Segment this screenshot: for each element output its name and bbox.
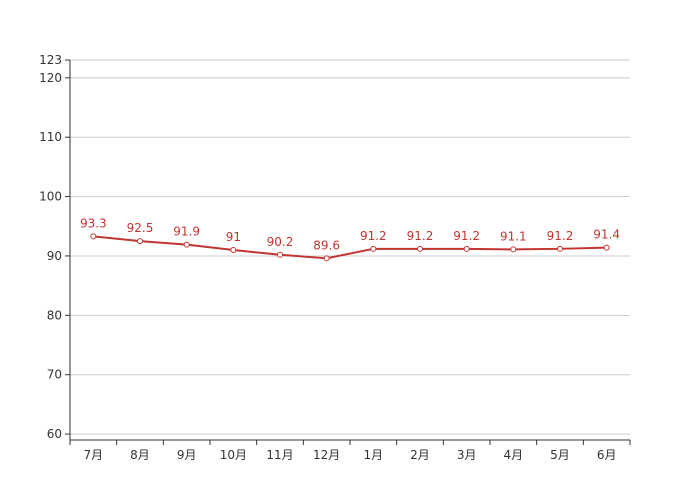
gridlines	[70, 59, 630, 435]
data-label: 91	[226, 230, 241, 244]
y-tick-label: 80	[47, 308, 62, 322]
data-label: 91.1	[500, 229, 527, 243]
data-point	[230, 247, 237, 253]
data-labels: 93.3 92.5 91.9 91 90.2 89.6 91.2 91.2 91.2 91.1 91…	[80, 216, 620, 252]
y-tick-label: 60	[47, 427, 62, 441]
x-tick-label: 9月	[177, 448, 197, 462]
data-point	[370, 245, 377, 252]
data-point	[277, 251, 283, 258]
data-label: 91.9	[173, 225, 200, 239]
data-label: 89.6	[313, 238, 340, 252]
y-tick-label: 100	[39, 190, 62, 204]
y-tick-label: 123	[39, 53, 62, 67]
x-tick-label: 7月	[84, 448, 104, 462]
x-tick-label: 8月	[130, 448, 150, 462]
y-tick-label: 110	[39, 130, 62, 144]
x-tick-label: 12月	[313, 448, 340, 462]
data-point	[90, 233, 97, 240]
data-label: 91.2	[407, 229, 434, 243]
data-label: 91.4	[593, 228, 620, 242]
data-point	[137, 238, 143, 245]
x-tick-label: 1月	[364, 448, 384, 462]
y-tick-label: 120	[39, 71, 62, 85]
data-point	[510, 246, 517, 253]
x-tick-label: 3月	[457, 448, 477, 462]
x-tick-label: 5月	[550, 448, 570, 462]
x-tick-label: 10月	[220, 448, 247, 462]
data-point	[603, 244, 610, 251]
data-label: 93.3	[80, 216, 107, 230]
data-label: 91.2	[547, 229, 574, 243]
series-line	[93, 235, 607, 260]
data-point	[417, 245, 423, 252]
x-tick-label: 2月	[410, 448, 430, 462]
x-tick-label: 6月	[597, 448, 617, 462]
x-tick-label: 11月	[266, 448, 293, 462]
y-tick-label: 90	[47, 249, 62, 263]
series-line-group	[90, 233, 610, 262]
data-point	[463, 245, 470, 252]
data-label: 90.2	[267, 235, 294, 249]
data-label: 91.2	[453, 229, 480, 243]
data-point	[557, 245, 563, 252]
y-tick-label: 70	[47, 368, 62, 382]
data-point	[183, 241, 190, 248]
axes: 60 70 80 90 100 110 120 123 7月 8月 9月 10月 11月 12月 1月 2月 3…	[39, 53, 631, 462]
x-tick-label: 4月	[504, 448, 524, 462]
data-label: 92.5	[127, 221, 154, 235]
data-point	[323, 255, 330, 262]
data-label: 91.2	[360, 229, 387, 243]
